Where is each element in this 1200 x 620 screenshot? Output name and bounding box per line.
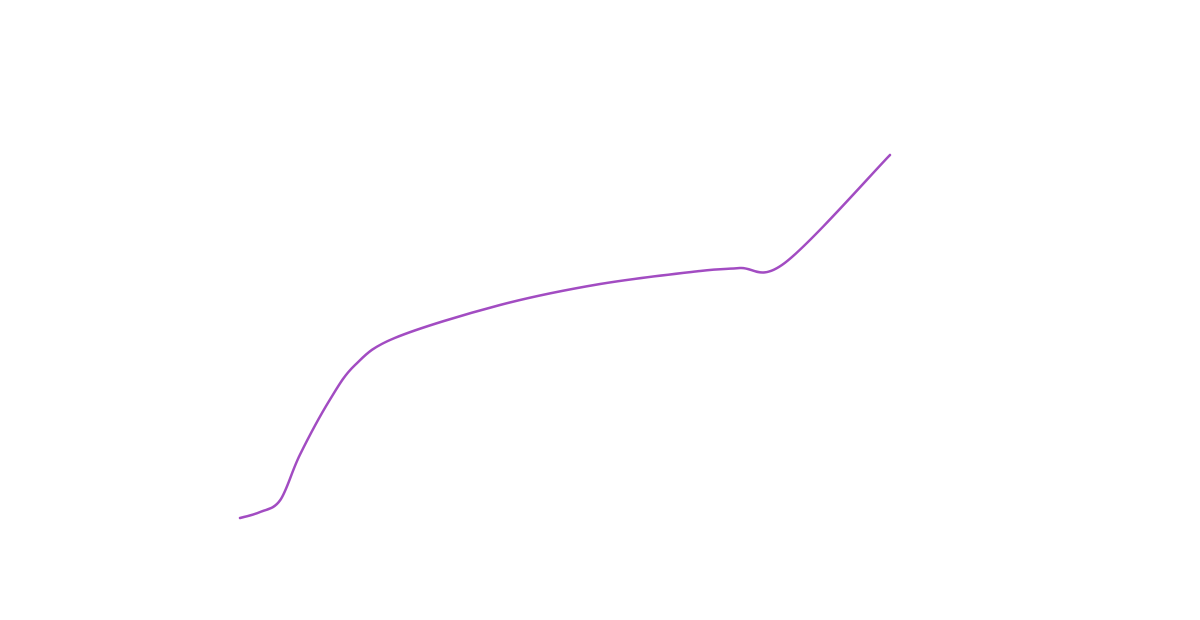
data-line [238, 153, 892, 520]
